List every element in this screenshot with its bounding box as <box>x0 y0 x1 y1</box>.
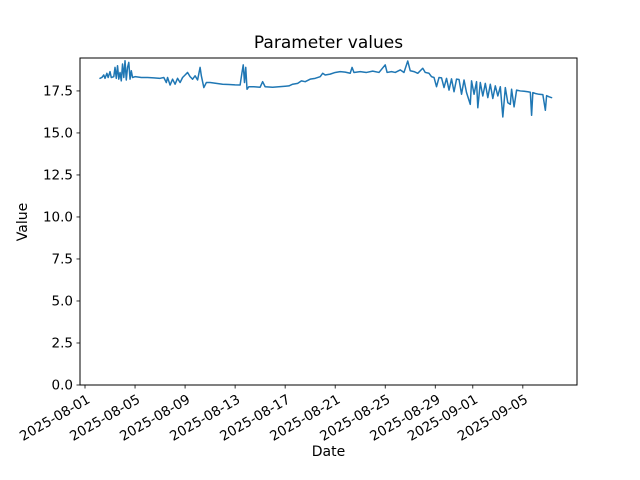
data-line-parameter <box>99 59 553 118</box>
y-tick-label: 7.5 <box>52 251 73 267</box>
y-tick-label: 5.0 <box>52 293 73 309</box>
y-tick-label: 10.0 <box>43 209 73 225</box>
axes-spines <box>79 57 578 386</box>
x-axis-label: Date <box>311 444 346 460</box>
y-tick-label: 2.5 <box>52 335 73 351</box>
chart-title: Parameter values <box>253 33 404 53</box>
y-tick-label: 0.0 <box>52 378 73 394</box>
y-tick-label: 15.0 <box>43 125 73 141</box>
y-axis-label: Value <box>15 202 31 242</box>
y-tick-label: 12.5 <box>43 167 73 183</box>
y-tick-label: 17.5 <box>43 83 73 99</box>
